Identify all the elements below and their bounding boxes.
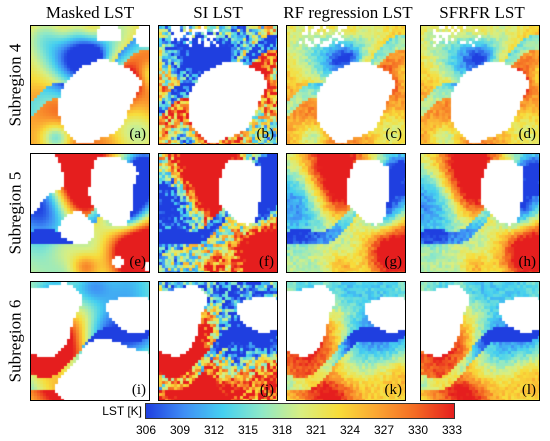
map-panel-a: (a) (30, 25, 150, 145)
column-title-sfrfr-lst: SFRFR LST (439, 3, 525, 22)
panel-letter: (d) (518, 126, 537, 142)
map-panel-d: (d) (420, 25, 540, 145)
lst-map (159, 154, 277, 272)
map-panel-k: (k) (286, 281, 406, 401)
row-label-text: Subregion 5 (5, 171, 25, 255)
lst-map (159, 282, 277, 400)
colorbar-tick: 309 (169, 423, 191, 437)
panel-letter: (l) (521, 382, 536, 398)
map-panel-g: (g) (286, 153, 406, 273)
map-panel-j: (j) (158, 281, 278, 401)
colorbar-tick: 330 (407, 423, 429, 437)
row-label-text: Subregion 4 (5, 43, 25, 127)
column-title-rf-regression-lst: RF regression LST (283, 3, 413, 22)
column-title-masked-lst: Masked LST (45, 3, 135, 22)
colorbar-tick: 327 (373, 423, 395, 437)
lst-map (31, 282, 149, 400)
colorbar-tick: 315 (237, 423, 259, 437)
panel-letter: (a) (129, 126, 146, 142)
lst-map (31, 26, 149, 144)
colorbar-tick: 318 (271, 423, 293, 437)
colorbar-tick: 306 (135, 423, 157, 437)
panel-letter: (i) (131, 382, 146, 398)
map-panel-i: (i) (30, 281, 150, 401)
map-panel-f: (f) (158, 153, 278, 273)
panel-letter: (k) (384, 382, 403, 398)
panel-letter: (j) (259, 382, 274, 398)
panel-letter: (h) (518, 254, 537, 270)
row-label-subregion-6: Subregion 6 (2, 281, 28, 401)
colorbar-title: LST [K] (102, 404, 142, 418)
colorbar-tick: 312 (203, 423, 225, 437)
panel-letter: (g) (384, 254, 403, 270)
row-label-subregion-5: Subregion 5 (2, 153, 28, 273)
panel-letter: (f) (259, 254, 274, 270)
lst-map (287, 282, 405, 400)
lst-map (159, 26, 277, 144)
colorbar-tick: 324 (339, 423, 361, 437)
map-panel-l: (l) (420, 281, 540, 401)
lst-map (421, 282, 539, 400)
row-label-text: Subregion 6 (5, 299, 25, 383)
panel-letter: (b) (256, 126, 275, 142)
panel-letter: (e) (129, 254, 146, 270)
lst-map (421, 154, 539, 272)
column-title-si-lst: SI LST (193, 3, 243, 22)
lst-map (31, 154, 149, 272)
map-panel-b: (b) (158, 25, 278, 145)
lst-map (287, 154, 405, 272)
colorbar-tick: 333 (441, 423, 463, 437)
lst-map (421, 26, 539, 144)
map-panel-e: (e) (30, 153, 150, 273)
panel-letter: (c) (385, 126, 402, 142)
lst-map (287, 26, 405, 144)
map-panel-h: (h) (420, 153, 540, 273)
colorbar (145, 403, 455, 419)
map-panel-c: (c) (286, 25, 406, 145)
row-label-subregion-4: Subregion 4 (2, 25, 28, 145)
colorbar-tick: 321 (305, 423, 327, 437)
